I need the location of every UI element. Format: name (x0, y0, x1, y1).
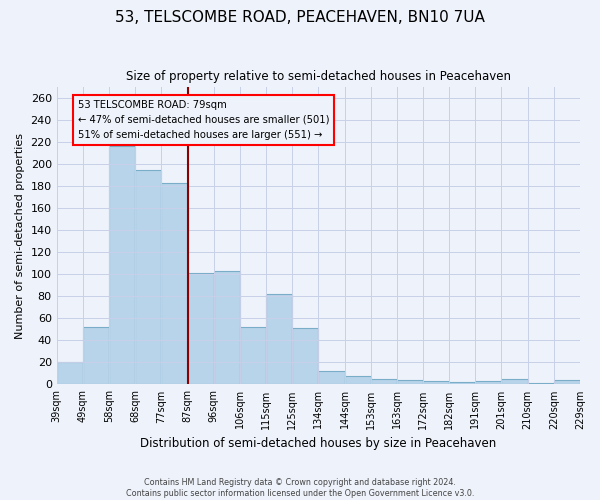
Text: 53, TELSCOMBE ROAD, PEACEHAVEN, BN10 7UA: 53, TELSCOMBE ROAD, PEACEHAVEN, BN10 7UA (115, 10, 485, 25)
Bar (292, 328, 319, 384)
Bar (449, 382, 475, 384)
Bar (266, 294, 292, 384)
Bar (502, 379, 527, 384)
Text: 53 TELSCOMBE ROAD: 79sqm
← 47% of semi-detached houses are smaller (501)
51% of : 53 TELSCOMBE ROAD: 79sqm ← 47% of semi-d… (77, 100, 329, 140)
Bar (423, 381, 449, 384)
Bar (161, 183, 187, 384)
Bar (56, 362, 83, 384)
Bar (475, 381, 502, 384)
Text: Contains HM Land Registry data © Crown copyright and database right 2024.
Contai: Contains HM Land Registry data © Crown c… (126, 478, 474, 498)
Bar (371, 379, 397, 384)
Bar (83, 327, 109, 384)
Bar (344, 376, 371, 384)
Bar (240, 327, 266, 384)
Bar (397, 380, 423, 384)
Bar (135, 170, 161, 384)
Title: Size of property relative to semi-detached houses in Peacehaven: Size of property relative to semi-detach… (126, 70, 511, 83)
Bar (187, 273, 214, 384)
Bar (109, 146, 135, 384)
Y-axis label: Number of semi-detached properties: Number of semi-detached properties (15, 132, 25, 338)
Bar (214, 271, 240, 384)
Bar (319, 371, 344, 384)
Bar (554, 380, 580, 384)
X-axis label: Distribution of semi-detached houses by size in Peacehaven: Distribution of semi-detached houses by … (140, 437, 496, 450)
